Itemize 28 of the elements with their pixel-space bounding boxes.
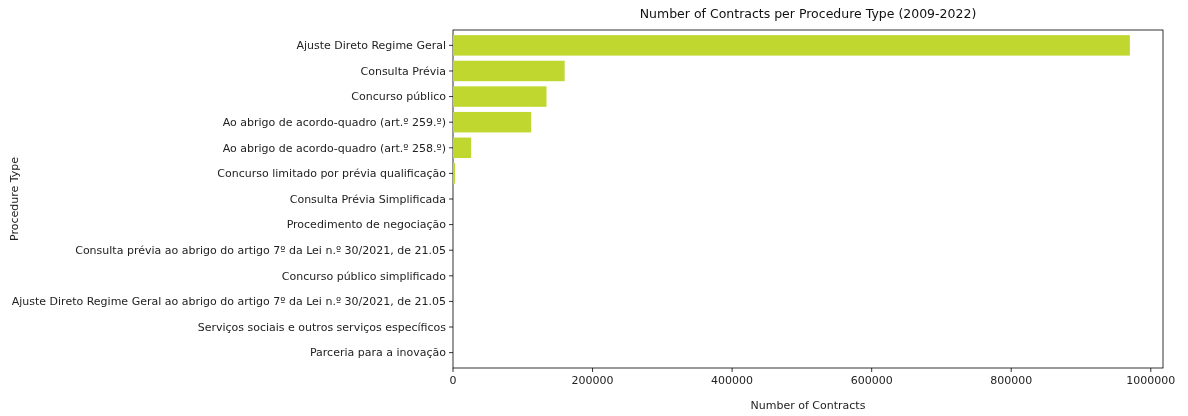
y-tick-label: Serviços sociais e outros serviços específicos — [197, 320, 447, 334]
bar — [453, 163, 456, 184]
y-tick-label: Ao abrigo de acordo-quadro (art.º 258.º) — [222, 141, 446, 155]
y-tick-label: Consulta Prévia — [360, 64, 446, 78]
y-tick-label: Concurso público simplificado — [281, 269, 447, 283]
x-tick-label: 400000 — [711, 374, 754, 387]
y-tick-label: Ajuste Direto Regime Geral ao abrigo do artigo 7º da Lei n.º 30/2021, de 21.05 — [11, 295, 446, 309]
x-tick-label: 0 — [449, 374, 457, 387]
bar — [453, 137, 472, 159]
y-tick-label: Concurso limitado por prévia qualificação — [217, 167, 447, 181]
chart-title: Number of Contracts per Procedure Type (2009-2022) — [639, 6, 977, 21]
x-tick-label: 800000 — [990, 374, 1033, 387]
x-axis-title: Number of Contracts — [750, 399, 866, 412]
y-tick-label: Parceria para a inovação — [309, 346, 447, 360]
y-axis-title: Procedure Type — [8, 156, 21, 242]
x-tick-label: 1000000 — [1126, 374, 1176, 387]
y-tick-label: Ajuste Direto Regime Geral — [296, 39, 446, 53]
y-tick-label: Ao abrigo de acordo-quadro (art.º 259.º) — [222, 116, 446, 130]
bar — [453, 35, 1130, 56]
y-tick-label: Procedimento de negociação — [286, 218, 447, 232]
bar — [453, 60, 565, 82]
y-tick-label: Consulta Prévia Simplificada — [289, 192, 446, 206]
y-tick-label: Concurso público — [351, 90, 447, 104]
x-tick-label: 200000 — [571, 374, 614, 387]
y-tick-label: Consulta prévia ao abrigo do artigo 7º da Lei n.º 30/2021, de 21.05 — [75, 244, 446, 258]
bar — [453, 111, 532, 133]
bar — [453, 86, 547, 107]
x-tick-label: 600000 — [850, 374, 893, 387]
